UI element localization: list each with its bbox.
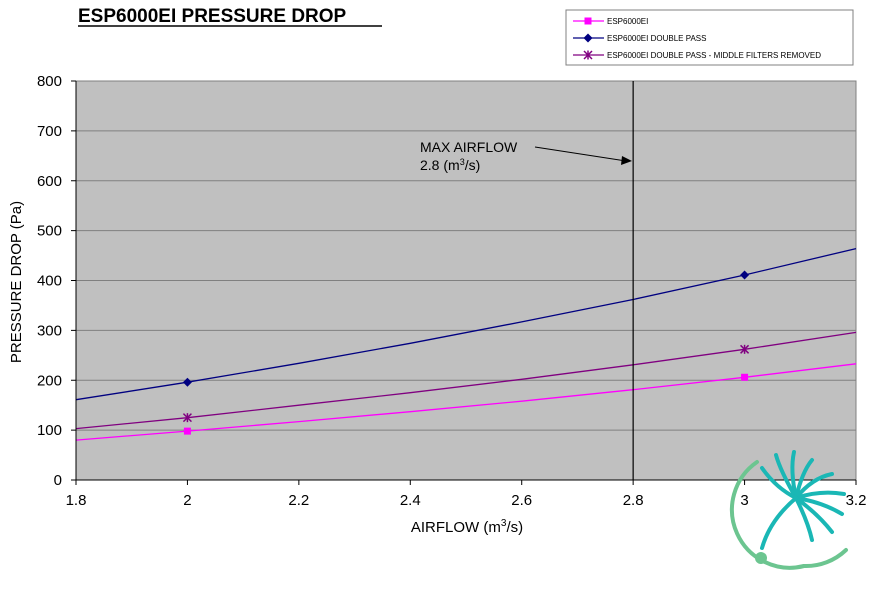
annotation-line2: 2.8 (m3/s) <box>420 157 480 173</box>
series-line-1 <box>75 363 857 441</box>
annotation-arrow <box>534 146 627 162</box>
legend-marker-1 <box>584 17 592 25</box>
legend: ESP6000EI ESP6000EI DOUBLE PASS ESP6000EI … <box>565 9 854 66</box>
marker-layer <box>182 270 750 435</box>
x-tick-label: 2 <box>183 492 191 509</box>
y-axis-label: PRESSURE DROP (Pa) <box>8 201 25 363</box>
legend-marker-3 <box>583 50 593 60</box>
data-point-1 <box>741 373 749 381</box>
x-tick-labels: 1.8 2 2.2 2.4 2.6 2.8 3 3.2 <box>66 480 867 509</box>
y-tick-labels: 0 100 200 300 400 500 600 700 800 <box>37 73 76 489</box>
logo-green-arc <box>729 460 806 570</box>
series-layer <box>75 247 857 441</box>
y-tick-label: 400 <box>37 273 62 290</box>
y-tick-label: 0 <box>54 472 62 489</box>
annotation-line1: MAX AIRFLOW <box>420 139 518 155</box>
x-axis-label: AIRFLOW (m3/s) <box>411 518 523 536</box>
y-tick-label: 300 <box>37 322 62 339</box>
x-tick-label: 3 <box>740 492 748 509</box>
y-tick-label: 800 <box>37 73 62 90</box>
y-tick-label: 100 <box>37 422 62 439</box>
logo-green-arc2 <box>802 548 848 569</box>
y-tick-label: 700 <box>37 123 62 140</box>
max-airflow-annotation: MAX AIRFLOW 2.8 (m3/s) <box>420 139 632 173</box>
logo-mark <box>729 450 848 570</box>
data-point-3 <box>740 344 750 354</box>
data-point-2 <box>182 377 192 387</box>
x-tick-label: 2.2 <box>288 492 309 509</box>
data-point-1 <box>183 427 191 435</box>
logo-fronds <box>760 450 846 550</box>
series-line-2 <box>75 247 857 401</box>
y-tick-label: 500 <box>37 223 62 240</box>
x-tick-label: 2.6 <box>511 492 532 509</box>
x-tick-label: 2.8 <box>623 492 644 509</box>
y-tick-label: 600 <box>37 173 62 190</box>
chart-title: ESP6000EI PRESSURE DROP <box>78 6 347 27</box>
data-point-2 <box>740 270 750 280</box>
legend-box <box>565 9 854 66</box>
legend-label-1: ESP6000EI <box>607 17 648 26</box>
legend-marker-2 <box>583 33 593 43</box>
data-point-3 <box>182 413 192 423</box>
y-tick-label: 200 <box>37 372 62 389</box>
logo-dot <box>755 552 767 564</box>
annotation-arrowhead <box>621 156 632 165</box>
legend-label-2: ESP6000EI DOUBLE PASS <box>607 34 706 43</box>
x-tick-label: 3.2 <box>846 492 867 509</box>
x-tick-label: 1.8 <box>66 492 87 509</box>
legend-label-3: ESP6000EI DOUBLE PASS - MIDDLE FILTERS R… <box>607 51 821 60</box>
x-tick-label: 2.4 <box>400 492 421 509</box>
series-line-3 <box>75 331 857 430</box>
